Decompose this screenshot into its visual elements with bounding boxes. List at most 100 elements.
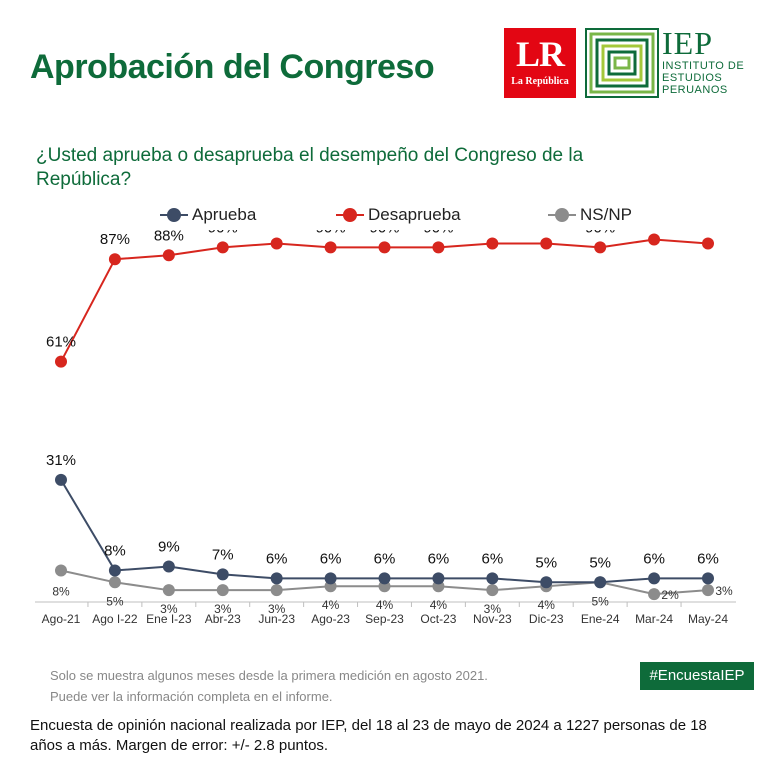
data-point-nsnp — [486, 584, 499, 597]
data-label-desaprueba: 91% — [531, 230, 561, 232]
data-point-nsnp — [270, 584, 283, 597]
x-tick-label: Dic-23 — [529, 612, 564, 626]
data-point-aprueba — [540, 576, 553, 589]
data-label-desaprueba: 91% — [262, 230, 292, 232]
data-label-nsnp: 8% — [52, 584, 70, 598]
footnote-1: Solo se muestra algunos meses desde la p… — [50, 668, 488, 683]
data-label-desaprueba: 61% — [46, 334, 76, 351]
data-label-aprueba: 6% — [374, 550, 396, 567]
data-point-desaprueba — [108, 253, 121, 266]
la-republica-logo: LR La República — [504, 28, 576, 98]
iep-logo-line-3: PERUANOS — [662, 84, 728, 96]
data-point-desaprueba — [702, 237, 714, 250]
data-point-desaprueba — [55, 355, 67, 368]
data-point-nsnp — [216, 584, 229, 597]
data-label-aprueba: 8% — [104, 542, 126, 559]
x-tick-label: Ago-23 — [311, 612, 350, 626]
legend-item-aprueba: Aprueba — [160, 203, 256, 227]
data-point-aprueba — [648, 572, 661, 585]
data-label-desaprueba: 90% — [369, 230, 399, 236]
data-point-aprueba — [216, 568, 229, 581]
data-label-nsnp: 3% — [268, 602, 286, 616]
legend-item-desaprueba: Desaprueba — [336, 203, 461, 227]
data-label-nsnp: 2% — [661, 588, 679, 602]
data-label-aprueba: 6% — [266, 550, 288, 567]
data-label-aprueba: 31% — [46, 452, 76, 469]
data-label-nsnp: 4% — [538, 598, 556, 612]
data-label-nsnp: 3% — [214, 602, 232, 616]
line-chart: Ago-21 Ago I-22 Ene I-23 Abr-23 Jun-23 Ago-23… — [35, 230, 736, 626]
data-label-aprueba: 6% — [481, 550, 503, 567]
data-label-desaprueba: 88% — [154, 230, 184, 244]
data-point-aprueba — [324, 572, 337, 585]
x-tick-label: Sep-23 — [365, 612, 404, 626]
data-label-aprueba: 7% — [212, 546, 234, 563]
data-label-aprueba: 6% — [697, 550, 719, 567]
x-tick-label: Mar-24 — [635, 612, 673, 626]
data-point-nsnp — [55, 564, 67, 577]
data-point-desaprueba — [486, 237, 499, 250]
data-label-aprueba: 6% — [320, 550, 342, 567]
legend-item-nsnp: NS/NP — [548, 203, 632, 227]
data-point-aprueba — [432, 572, 445, 585]
data-point-aprueba — [162, 560, 175, 573]
data-point-desaprueba — [270, 237, 283, 250]
legend-label-desaprueba: Desaprueba — [368, 205, 461, 224]
lr-logo-subtitle: La República — [511, 76, 569, 87]
data-point-nsnp — [108, 576, 121, 589]
legend-label-aprueba: Aprueba — [192, 205, 257, 224]
x-tick-label: May-24 — [688, 612, 728, 626]
data-label-desaprueba: 91% — [693, 230, 723, 232]
data-point-desaprueba — [378, 241, 391, 254]
x-tick-label: Ene-24 — [581, 612, 620, 626]
x-tick-label: Oct-23 — [420, 612, 456, 626]
data-label-aprueba: 5% — [535, 554, 557, 571]
x-tick-label: Ago I-22 — [92, 612, 138, 626]
data-point-aprueba — [108, 564, 121, 577]
data-point-desaprueba — [216, 241, 229, 254]
page-title: Aprobación del Congreso — [30, 48, 435, 86]
data-label-nsnp: 4% — [430, 598, 448, 612]
data-label-desaprueba: 90% — [316, 230, 346, 236]
x-tick-label: Ago-21 — [42, 612, 81, 626]
data-label-nsnp: 4% — [376, 598, 394, 612]
iep-logo-text: IEP INSTITUTO DE ESTUDIOS PERUANOS — [662, 26, 744, 96]
legend-label-nsnp: NS/NP — [580, 205, 632, 224]
legend-marker-desaprueba — [336, 208, 364, 222]
series-line-desaprueba — [60, 238, 709, 363]
data-point-aprueba — [594, 576, 607, 589]
data-label-aprueba: 6% — [643, 550, 665, 567]
iep-logo-icon — [585, 28, 659, 98]
data-point-desaprueba — [648, 233, 661, 246]
x-tick-label: Nov-23 — [473, 612, 512, 626]
data-point-aprueba — [702, 572, 714, 585]
x-tick-label: Ene I-23 — [146, 612, 192, 626]
data-label-aprueba: 5% — [589, 554, 611, 571]
data-point-nsnp — [162, 584, 175, 597]
data-point-nsnp — [648, 588, 661, 601]
data-label-nsnp: 4% — [322, 598, 340, 612]
hashtag-badge: #EncuestaIEP — [640, 662, 754, 690]
survey-methodology-note: Encuesta de opinión nacional realizada p… — [30, 717, 707, 754]
data-point-desaprueba — [432, 241, 445, 254]
data-point-aprueba — [486, 572, 499, 585]
data-label-desaprueba: 90% — [423, 230, 453, 236]
legend-marker-nsnp — [548, 208, 576, 222]
data-point-desaprueba — [162, 249, 175, 262]
chart-legend: Aprueba Desaprueba NS/NP — [0, 203, 768, 227]
data-point-desaprueba — [594, 241, 607, 254]
legend-marker-aprueba — [160, 208, 188, 222]
data-point-aprueba — [55, 473, 67, 486]
data-point-desaprueba — [540, 237, 553, 250]
survey-question: ¿Usted aprueba o desaprueba el desempeño… — [36, 145, 584, 190]
data-label-nsnp: 3% — [484, 602, 502, 616]
data-label-aprueba: 9% — [158, 539, 180, 556]
data-label-desaprueba: 87% — [100, 231, 130, 248]
data-label-desaprueba: 90% — [585, 230, 615, 236]
data-label-nsnp: 3% — [715, 584, 733, 598]
data-point-aprueba — [270, 572, 283, 585]
data-point-desaprueba — [324, 241, 337, 254]
footnote-2: Puede ver la información completa en el … — [50, 689, 333, 704]
x-tick-label: Jun-23 — [258, 612, 295, 626]
iep-logo-line-1: INSTITUTO DE — [662, 60, 745, 72]
